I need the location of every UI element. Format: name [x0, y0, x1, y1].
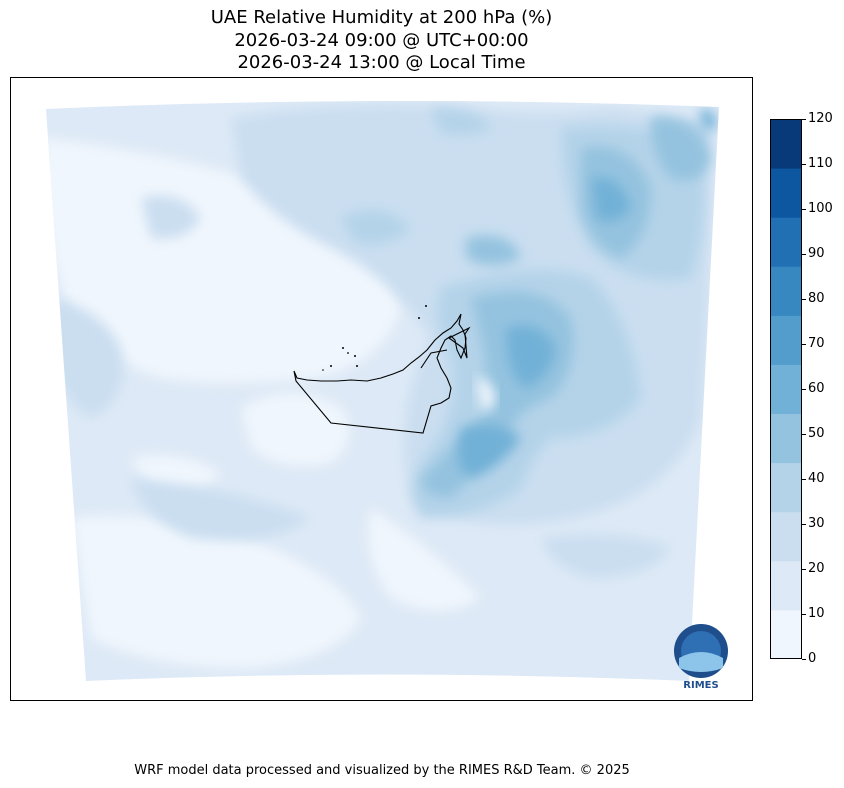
colorbar-segment — [770, 413, 802, 464]
colorbar — [770, 119, 802, 659]
colorbar-border — [770, 119, 802, 659]
colorbar-tick-label: 50 — [808, 426, 825, 441]
colorbar-segment — [770, 266, 802, 316]
colorbar-tick-label: 70 — [808, 336, 825, 351]
humidity-field — [46, 100, 719, 681]
colorbar-tick-label: 100 — [808, 201, 833, 216]
colorbar-tick-label: 10 — [808, 606, 825, 621]
colorbar-tick-mark — [802, 209, 806, 210]
colorbar-tick-label: 120 — [808, 111, 833, 126]
colorbar-tick-mark — [802, 119, 806, 120]
colorbar-tick-mark — [802, 434, 806, 435]
rimes-logo-text: RIMES — [683, 680, 718, 691]
colorbar-tick-label: 0 — [808, 651, 817, 666]
map-panel: RIMES — [10, 77, 753, 701]
map-subtitle-utc: 2026-03-24 09:00 @ UTC+00:00 — [234, 30, 529, 51]
colorbar-tick-mark — [802, 164, 806, 165]
footer-credit: WRF model data processed and visualized … — [134, 763, 630, 778]
colorbar-segment — [770, 511, 802, 562]
colorbar-segment — [770, 119, 802, 169]
colorbar-segment — [770, 217, 802, 267]
colorbar-tick-mark — [802, 569, 806, 570]
colorbar-tick-mark — [802, 614, 806, 615]
colorbar-tick-label: 30 — [808, 516, 825, 531]
colorbar-segment — [770, 364, 802, 415]
colorbar-tick-mark — [802, 659, 806, 660]
islands — [322, 305, 427, 371]
colorbar-tick-label: 90 — [808, 246, 825, 261]
colorbar-tick-mark — [802, 344, 806, 345]
colorbar-segment — [770, 462, 802, 513]
colorbar-tick-mark — [802, 524, 806, 525]
colorbar-segment — [770, 609, 802, 659]
colorbar-tick-mark — [802, 254, 806, 255]
colorbar-tick-mark — [802, 479, 806, 480]
colorbar-tick-label: 60 — [808, 381, 825, 396]
map-title: UAE Relative Humidity at 200 hPa (%) — [210, 7, 553, 28]
colorbar-tick-label: 20 — [808, 561, 825, 576]
colorbar-segment — [770, 315, 802, 365]
humidity-map: RIMES — [46, 100, 728, 691]
map-subtitle-local: 2026-03-24 13:00 @ Local Time — [237, 52, 526, 73]
colorbar-tick-label: 80 — [808, 291, 825, 306]
colorbar-segment — [770, 168, 802, 218]
colorbar-segment — [770, 560, 802, 611]
colorbar-tick-mark — [802, 389, 806, 390]
uae-border — [293, 313, 471, 434]
rimes-logo: RIMES — [674, 624, 728, 691]
colorbar-tick-label: 110 — [808, 156, 833, 171]
colorbar-tick-mark — [802, 299, 806, 300]
colorbar-tick-label: 40 — [808, 471, 825, 486]
